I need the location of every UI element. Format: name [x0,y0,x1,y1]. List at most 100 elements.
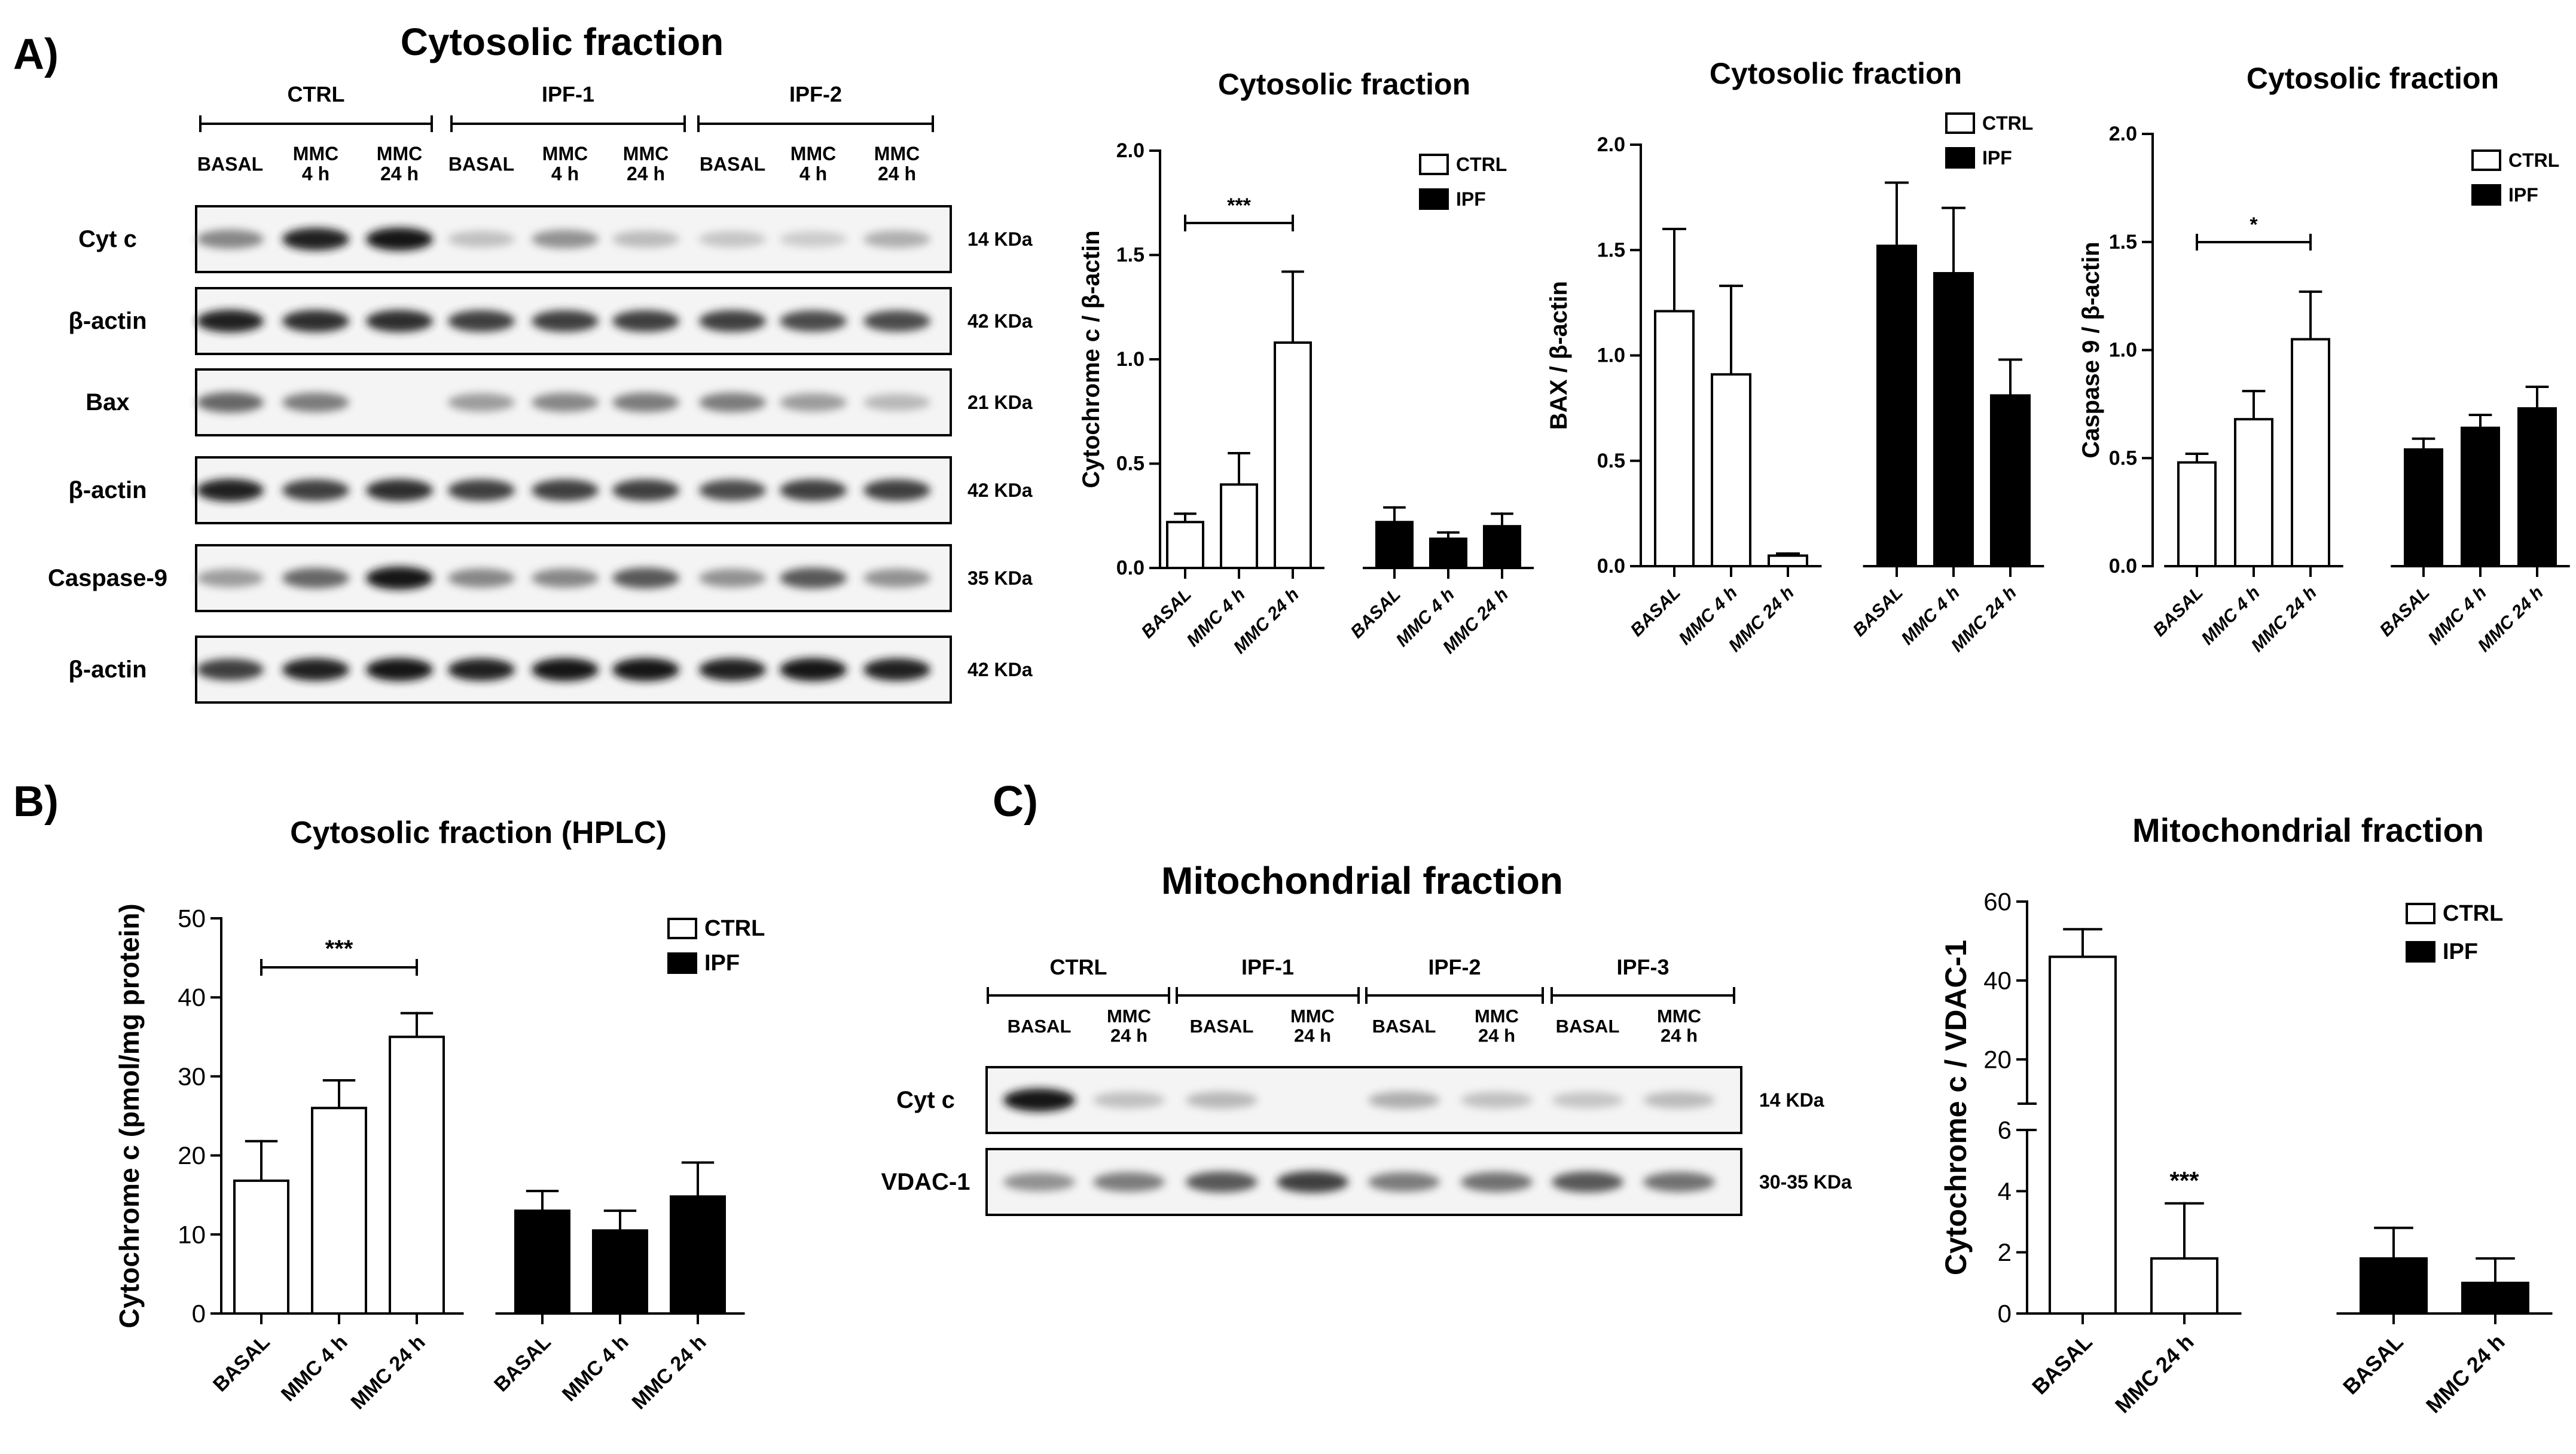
y-tick-label: 40 [1983,967,2012,995]
blot-c-group-label: IPF-2 [1428,955,1481,979]
blot-c-lane-label: BASAL [1190,1016,1254,1037]
blot-a-strip [195,544,952,612]
bar [2461,426,2500,568]
blot-a-lane-label: 24 h [878,163,916,185]
blot-c-band [1643,1172,1715,1192]
blot-a-lane-label: MMC [293,143,338,164]
blot-a-lane-label: 24 h [627,163,665,185]
y-tick-label: 20 [1983,1046,2012,1074]
blot-a-strip [195,205,952,273]
blot-a-strip [195,456,952,524]
blot-a-kda-label: 35 KDa [967,567,1033,589]
blot-a-band [282,310,349,332]
blot-c-protein-label: VDAC-1 [881,1169,970,1195]
y-tick-label: 10 [178,1220,206,1248]
blot-c-band [1277,1171,1348,1193]
y-tick-label: 0 [192,1300,206,1328]
blot-c-band [1552,1092,1623,1108]
y-tick-label: 0.5 [1116,453,1144,475]
blot-c-lane-label: 24 h [1294,1025,1331,1046]
chart-title: Cytosolic fraction [2247,62,2499,95]
bar [2291,338,2330,567]
legend-swatch [667,952,697,974]
panel-letter-c: C) [993,778,1038,826]
bar [1429,537,1467,570]
blot-a-band [532,658,599,682]
blot-a-protein-label: Bax [86,389,129,416]
blot-c-band [1643,1091,1715,1109]
blot-c-kda-label: 30-35 KDa [1759,1171,1852,1193]
bar [1166,521,1204,569]
bar [2517,407,2557,567]
blot-a-band [699,310,766,332]
x-tick-label: BASAL [2376,583,2434,640]
x-tick-label: MMC 4 h [277,1331,352,1406]
y-tick-label: 40 [178,983,206,1012]
blot-a-band [282,658,349,681]
y-axis-label: Cytochrome c (pmol/mg protein) [114,903,145,1328]
blot-a-band [863,658,930,681]
legend-swatch [1419,154,1449,175]
bar [2404,448,2443,567]
blot-a-band [197,569,264,588]
bar [1990,394,2031,567]
y-axis-label: BAX / β-actin [1546,281,1572,430]
panel-letter-b: B) [13,778,59,826]
blot-a-band [448,310,515,332]
blot-c-lane-label: MMC [1475,1006,1519,1027]
y-tick-label: 1.0 [1116,348,1144,371]
blot-a-band [532,393,599,412]
blot-a-band [448,231,515,248]
y-tick-label: 1.5 [1597,239,1625,261]
legend-label: CTRL [1456,154,1507,175]
x-tick-label: BASAL [209,1331,274,1397]
blot-a-band [282,479,349,502]
y-tick-label: 1.5 [1116,244,1144,267]
blot-a-band [780,231,847,248]
bar [1375,521,1414,569]
blot-a-band [282,392,349,413]
blot-c-band [1093,1092,1165,1108]
y-tick-label: 4 [1998,1177,2012,1205]
y-tick-label: 0.5 [1597,450,1625,472]
blot-a-band [863,230,930,248]
blot-a-band [699,479,766,501]
blot-a-band [532,479,599,502]
blot-c-band [1368,1091,1440,1109]
blot-a-lane-label: MMC [874,143,920,164]
y-tick-label: 50 [178,905,206,933]
blot-a-band [366,479,433,502]
blot-c-lane-label: MMC [1657,1006,1701,1027]
blot-title-a: Cytosolic fraction [401,20,724,63]
blot-a-band [197,310,264,332]
bar [1274,341,1312,570]
y-tick-label: 2 [1998,1238,2012,1266]
blot-a-band [282,567,349,589]
blot-a-band [863,393,930,411]
blot-a-band [448,658,515,681]
y-tick-label: 0 [1998,1300,2012,1328]
blot-a-lane-label: MMC [377,143,422,164]
blot-a-group-label: CTRL [288,82,345,106]
bar [2177,461,2217,567]
blot-a-lane-label: BASAL [197,154,263,175]
blot-a-band [366,566,433,590]
chart-title: Cytosolic fraction [1710,57,1962,90]
legend-label: IPF [704,951,740,976]
blot-c-lane-label: BASAL [1556,1016,1620,1037]
blot-c-band [1461,1092,1533,1108]
blot-a-lane-label: BASAL [700,154,765,175]
blot-a-strip [195,636,952,704]
blot-c-lane-label: BASAL [1372,1016,1436,1037]
blot-c-lane-label: MMC [1107,1006,1151,1027]
bar [592,1229,648,1315]
blot-a-kda-label: 21 KDa [967,392,1033,413]
blot-a-band [282,228,349,251]
y-axis-label: Caspase 9 / β-actin [2078,242,2104,458]
blot-a-protein-label: Cyt c [78,226,137,252]
x-tick-label: MMC 4 h [558,1331,633,1406]
y-tick-label: 1.5 [2109,231,2137,253]
blot-a-group-label: IPF-2 [789,82,842,106]
y-tick-label: 2.0 [1597,133,1625,156]
blot-a-band [612,310,679,332]
